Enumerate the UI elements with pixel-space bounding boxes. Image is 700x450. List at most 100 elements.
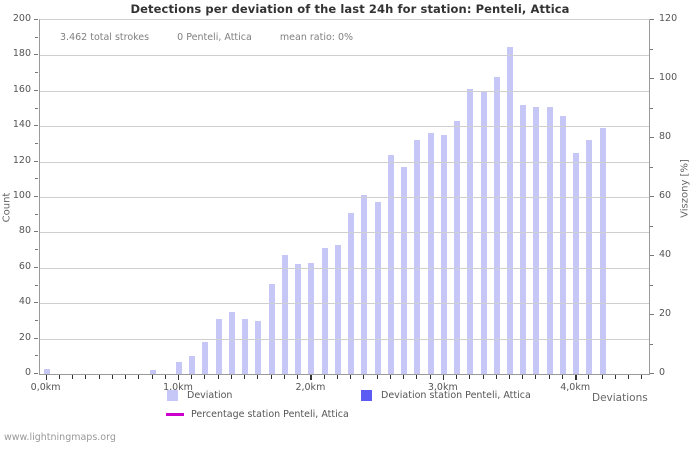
y-axis-right-tick-label: 60 xyxy=(659,190,672,201)
x-axis-minor-tick xyxy=(469,375,471,379)
x-axis-minor-tick xyxy=(561,375,563,379)
y-axis-left-tick xyxy=(34,160,38,162)
x-axis-minor-tick xyxy=(416,375,418,379)
x-axis-minor-tick xyxy=(58,375,60,379)
legend-label-deviation: Deviation xyxy=(187,390,233,401)
bar xyxy=(573,152,580,374)
x-axis-minor-tick xyxy=(125,375,127,379)
bar xyxy=(295,264,302,374)
y-axis-right-tick-label: 40 xyxy=(659,249,672,260)
x-axis-minor-tick xyxy=(641,375,643,379)
y-axis-right-tick xyxy=(650,255,654,256)
y-axis-right-tick-label: 100 xyxy=(659,72,678,83)
y-axis-left-tick xyxy=(34,373,38,374)
bar xyxy=(321,248,328,374)
x-axis-minor-tick xyxy=(548,375,550,379)
bar xyxy=(493,76,500,374)
y-axis-left-tick-label: 100 xyxy=(12,190,31,201)
x-axis-minor-tick xyxy=(482,375,484,379)
y-axis-right-tick-label: 20 xyxy=(659,308,672,319)
y-axis-left-tick xyxy=(34,337,38,339)
gridline xyxy=(40,267,649,269)
legend-item-deviation-station[interactable]: Deviation station Penteli, Attica xyxy=(361,390,531,401)
bar xyxy=(467,89,474,374)
bar xyxy=(533,106,540,374)
y-axis-left-tick-label: 120 xyxy=(12,154,31,166)
x-axis-minor-tick xyxy=(429,375,431,379)
bar xyxy=(454,120,461,374)
y-axis-left: Count 0 20 40 60 80 100 120 140 160 180 200 xyxy=(0,14,38,377)
x-axis-major-tick xyxy=(442,375,445,380)
y-axis-left-tick xyxy=(34,196,38,197)
bar xyxy=(228,312,235,374)
legend-item-percentage-station[interactable]: Percentage station Penteli, Attica xyxy=(165,409,349,420)
x-axis-minor-tick xyxy=(389,375,391,379)
gridline xyxy=(40,197,649,198)
bar xyxy=(268,283,275,374)
chart-title: Detections per deviation of the last 24h… xyxy=(130,2,570,16)
info-strip: 3.462 total strokes 0 Penteli, Attica me… xyxy=(60,32,353,43)
bar xyxy=(506,46,513,374)
bar xyxy=(308,262,315,374)
y-axis-left-minor-tick xyxy=(35,72,38,74)
x-axis-minor-tick xyxy=(628,375,630,379)
x-axis-minor-tick xyxy=(456,375,458,379)
x-axis-minor-tick xyxy=(508,375,510,379)
y-axis-left-minor-tick xyxy=(35,319,38,321)
gridline xyxy=(40,338,649,340)
y-axis-left-tick xyxy=(34,266,38,268)
gridline xyxy=(40,55,649,57)
y-axis-left-label: Count xyxy=(1,192,13,223)
y-axis-right-tick-label: 80 xyxy=(659,131,672,142)
x-axis-minor-tick xyxy=(244,375,246,379)
legend: Deviation Deviation station Penteli, Att… xyxy=(0,390,700,430)
y-axis-left-tick-label: 80 xyxy=(18,225,31,237)
bar xyxy=(559,115,566,374)
gridline xyxy=(40,161,649,163)
x-axis-tick-label: 1,0km xyxy=(163,382,193,393)
x-axis-minor-tick xyxy=(336,375,338,379)
x-axis-minor-tick xyxy=(495,375,497,379)
y-axis-left-minor-tick xyxy=(35,355,38,357)
watermark: www.lightningmaps.org xyxy=(4,432,116,443)
total-strokes-text: 3.462 total strokes xyxy=(60,32,150,43)
y-axis-left-minor-tick xyxy=(35,36,38,38)
y-axis-right-tick xyxy=(650,78,654,79)
y-axis-left-tick-label: 140 xyxy=(12,119,31,131)
y-axis-right-minor-tick xyxy=(650,107,653,109)
legend-label-deviation-station: Deviation station Penteli, Attica xyxy=(381,390,531,401)
y-axis-right-minor-tick xyxy=(650,225,653,227)
y-axis-left-tick-label: 60 xyxy=(18,260,31,272)
x-axis-minor-tick xyxy=(614,375,616,379)
bar xyxy=(520,104,527,374)
station-count-text: 0 Penteli, Attica xyxy=(177,32,252,43)
bar xyxy=(202,342,209,374)
legend-label-percentage-station: Percentage station Penteli, Attica xyxy=(191,409,349,420)
x-axis-minor-tick xyxy=(191,375,193,379)
y-axis-right: 0 20 40 60 80 100 120 xyxy=(650,14,700,378)
y-axis-left-tick-label: 20 xyxy=(18,331,31,343)
y-axis-right-tick xyxy=(650,137,654,138)
y-axis-left-minor-tick xyxy=(35,213,38,215)
legend-item-deviation[interactable]: Deviation xyxy=(167,390,232,401)
deviation-swatch-icon xyxy=(167,390,178,401)
y-axis-right-tick-label: 0 xyxy=(659,367,666,378)
x-axis-minor-tick xyxy=(151,375,153,379)
x-axis-minor-tick xyxy=(323,375,325,379)
x-axis-minor-tick xyxy=(164,375,166,379)
x-axis-minor-tick xyxy=(535,375,537,379)
bar xyxy=(334,244,341,374)
mean-ratio-text: mean ratio: 0% xyxy=(279,32,354,43)
y-axis-left-tick-label: 160 xyxy=(12,83,31,95)
bar xyxy=(149,370,156,374)
x-axis-minor-tick xyxy=(138,375,140,379)
x-axis-minor-tick xyxy=(363,375,365,379)
bar xyxy=(586,140,593,374)
gridline xyxy=(40,90,649,92)
bar xyxy=(43,368,50,374)
gridline xyxy=(40,126,649,128)
x-axis-minor-tick xyxy=(601,375,603,379)
x-axis-minor-tick xyxy=(217,375,219,379)
x-axis-tick-label: 3,0km xyxy=(427,382,458,393)
bar xyxy=(189,356,196,374)
